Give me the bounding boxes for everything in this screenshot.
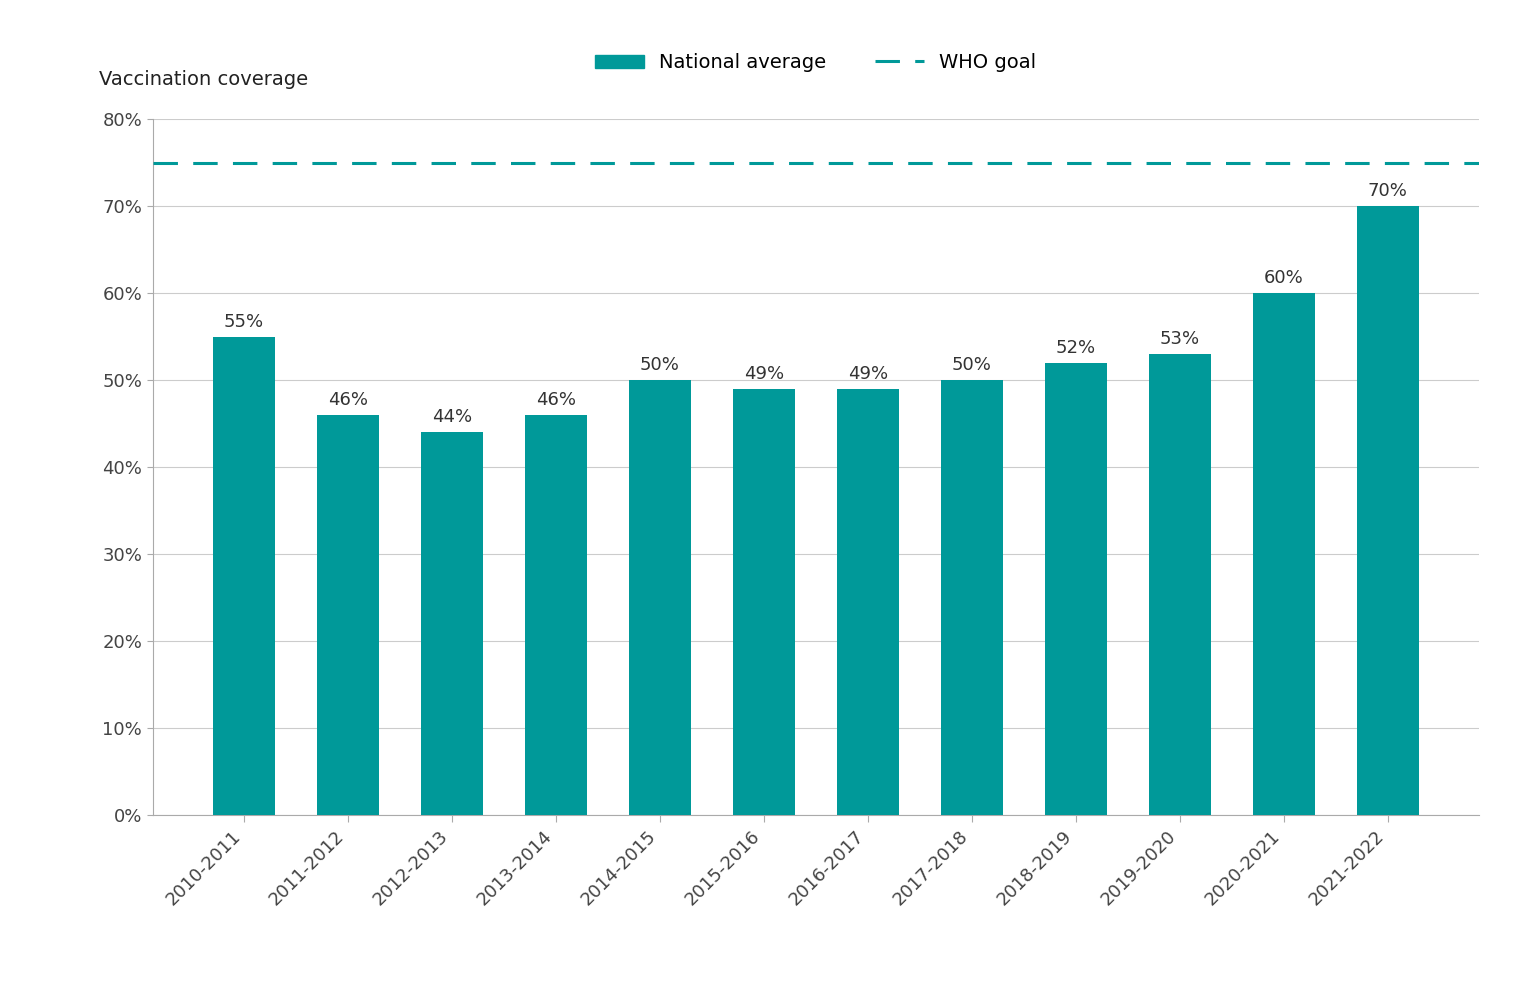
Text: 49%: 49% <box>848 365 888 383</box>
Text: 44%: 44% <box>432 409 473 426</box>
Text: Vaccination coverage: Vaccination coverage <box>99 70 308 88</box>
Text: 49%: 49% <box>744 365 784 383</box>
Text: 50%: 50% <box>952 356 991 374</box>
Text: 70%: 70% <box>1368 182 1408 200</box>
Bar <box>317 415 380 815</box>
Bar <box>1357 206 1418 815</box>
Bar <box>421 432 483 815</box>
Text: 60%: 60% <box>1264 269 1304 287</box>
Bar <box>1148 354 1211 815</box>
Text: 50%: 50% <box>640 356 680 374</box>
Bar <box>837 389 900 815</box>
Bar <box>1045 363 1107 815</box>
Bar <box>941 380 1003 815</box>
Bar <box>214 337 274 815</box>
Bar <box>1252 293 1315 815</box>
Legend: National average, WHO goal: National average, WHO goal <box>587 46 1045 81</box>
Text: 52%: 52% <box>1055 339 1096 357</box>
Bar <box>732 389 795 815</box>
Text: 55%: 55% <box>224 313 264 331</box>
Text: 46%: 46% <box>328 391 368 409</box>
Text: 46%: 46% <box>535 391 576 409</box>
Bar <box>628 380 691 815</box>
Text: 53%: 53% <box>1159 330 1200 348</box>
Bar <box>525 415 587 815</box>
